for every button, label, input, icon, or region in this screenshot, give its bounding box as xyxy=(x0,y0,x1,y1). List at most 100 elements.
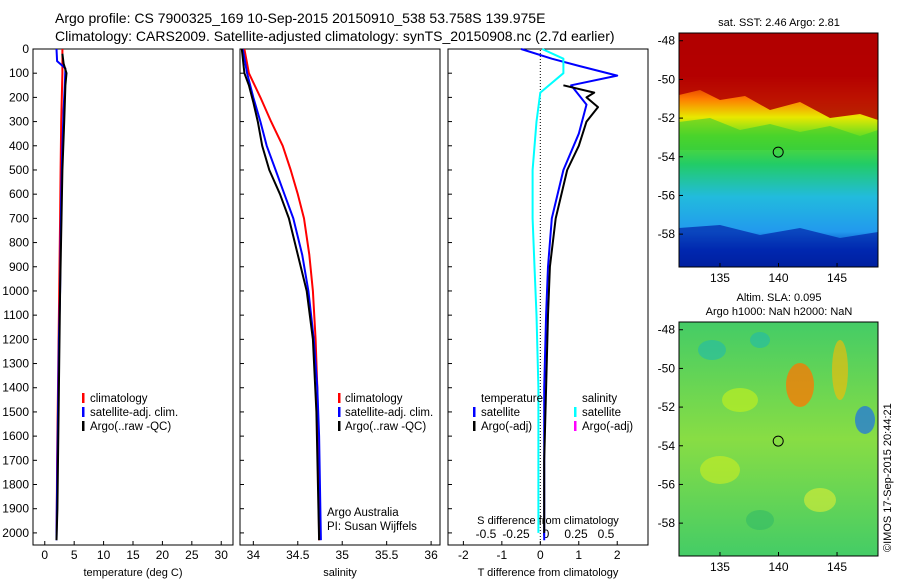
depth-tick-label: 1800 xyxy=(2,478,29,492)
depth-tick-label: 1400 xyxy=(2,381,29,395)
salinity-tick-label: 34.5 xyxy=(286,548,310,562)
difference-legend: temperature satellite Argo(-adj) salinit… xyxy=(473,393,633,433)
depth-tick-label: 1100 xyxy=(3,308,29,322)
legend-satellite: satellite-adj. clim. xyxy=(90,407,178,419)
temperature-profiles xyxy=(55,48,68,541)
sst-map-panel: sat. SST: 2.46 Argo: 2.81 135 140 145 -48 -5… xyxy=(658,17,879,285)
difference-profiles xyxy=(520,48,619,541)
depth-tick-label: 1500 xyxy=(2,405,29,419)
depth-tick-label: 800 xyxy=(9,236,29,250)
t-difference-tick-label: -1 xyxy=(497,548,508,562)
temperature-tick-label: 30 xyxy=(215,548,229,562)
sst-front-region xyxy=(679,118,878,150)
sla-map-tick-labels: 135 140 145 -48 -50 -52 -54 -56 -58 xyxy=(658,323,848,574)
longitude-tick-label: 145 xyxy=(827,560,847,574)
temperature-legend: climatology satellite-adj. clim. Argo(..… xyxy=(82,393,178,433)
sst-warm-region xyxy=(679,33,878,120)
depth-tick-label: 1600 xyxy=(2,429,29,443)
salinity-plot-frame xyxy=(239,48,441,546)
latitude-tick-label: -56 xyxy=(658,188,676,202)
longitude-tick-label: 135 xyxy=(710,271,730,285)
legend-argo: Argo(..raw -QC) xyxy=(345,421,426,433)
temperature-tick-label: 0 xyxy=(41,548,48,562)
t-difference-tick-label: 2 xyxy=(614,548,621,562)
legend-t-argo: Argo(-adj) xyxy=(481,421,532,433)
latitude-tick-label: -58 xyxy=(658,227,676,241)
t-difference-axis-label: T difference from climatology xyxy=(478,567,619,579)
latitude-tick-label: -48 xyxy=(658,34,676,48)
sla-anomaly-low xyxy=(750,332,770,348)
legend-swatch-climatology xyxy=(82,393,85,403)
longitude-tick-label: 140 xyxy=(768,560,788,574)
legend-climatology: climatology xyxy=(90,393,148,405)
temperature-tick-label: 25 xyxy=(185,548,199,562)
latitude-tick-label: -48 xyxy=(658,323,676,337)
salinity-panel: 34 34.5 35 35.5 36 salinity climatology sate… xyxy=(239,48,441,579)
depth-tick-label: 300 xyxy=(9,115,29,129)
series-argo-raw-qc xyxy=(55,53,68,541)
temperature-panel: 0100200300400500600700800900100011001200… xyxy=(2,42,452,579)
longitude-tick-label: 140 xyxy=(768,271,788,285)
t-difference-tick-label: -2 xyxy=(458,548,469,562)
salinity-legend: climatology satellite-adj. clim. Argo(..… xyxy=(338,393,433,433)
s-difference-tick-label: -0.5 xyxy=(476,527,497,541)
temperature-tick-label: 20 xyxy=(156,548,170,562)
legend-climatology: climatology xyxy=(345,393,403,405)
sla-anomaly-low xyxy=(746,510,774,530)
legend-swatch-s-argo xyxy=(574,421,577,431)
annotation-pi: PI: Susan Wijffels xyxy=(327,521,417,533)
series-argo-raw-qc xyxy=(240,48,321,541)
sst-map-image xyxy=(679,33,878,267)
imos-credit: ©IMOS 17-Sep-2015 20:44:21 xyxy=(882,403,894,552)
sla-map-image xyxy=(679,322,878,556)
depth-tick-label: 600 xyxy=(9,187,29,201)
sla-anomaly-mid xyxy=(700,456,740,484)
difference-plot-frame xyxy=(447,48,649,546)
depth-tick-label: 1200 xyxy=(2,332,29,346)
depth-tick-labels: 0 100 200 300 400 500 600 700 800 900 1000 1100 1200… xyxy=(2,42,452,540)
legend-swatch-satellite xyxy=(82,407,85,417)
s-difference-tick-label: 0.25 xyxy=(564,527,588,541)
depth-tick-label: 2000 xyxy=(2,526,29,540)
annotation-argo-australia: Argo Australia xyxy=(327,507,399,519)
series-argo-adj xyxy=(543,84,599,533)
legend-temperature-heading: temperature xyxy=(481,393,543,405)
legend-argo: Argo(..raw -QC) xyxy=(90,421,171,433)
depth-tick-label: 1700 xyxy=(2,453,29,467)
latitude-tick-label: -54 xyxy=(658,439,676,453)
sst-map-title: sat. SST: 2.46 Argo: 2.81 xyxy=(718,17,840,29)
header-line-1: Argo profile: CS 7900325_169 10-Sep-2015… xyxy=(55,10,545,26)
depth-tick-label: 0 xyxy=(22,42,29,56)
difference-tick-labels: -2 -1 0 1 2 -0.5 -0.25 0 0.25 0.5 xyxy=(458,527,621,562)
salinity-axis-label: salinity xyxy=(323,567,357,579)
s-difference-axis-label: S difference from climatology xyxy=(477,515,619,527)
legend-swatch-s-satellite xyxy=(574,407,577,417)
longitude-tick-label: 145 xyxy=(827,271,847,285)
sla-map-subtitle: Argo h1000: NaN h2000: NaN xyxy=(706,306,853,318)
latitude-tick-label: -58 xyxy=(658,516,676,530)
latitude-tick-label: -54 xyxy=(658,150,676,164)
sst-cold-region xyxy=(679,225,878,267)
sla-anomaly-mid xyxy=(804,488,836,512)
legend-swatch-argo xyxy=(338,421,341,431)
depth-tick-label: 1900 xyxy=(2,502,29,516)
s-difference-tick-label: -0.25 xyxy=(502,527,530,541)
sla-map-title: Altim. SLA: 0.095 xyxy=(737,292,822,304)
temperature-tick-label: 5 xyxy=(71,548,78,562)
series-satellite xyxy=(520,48,619,541)
legend-swatch-climatology xyxy=(338,393,341,403)
depth-tick-label: 200 xyxy=(9,90,29,104)
depth-tick-label: 500 xyxy=(9,163,29,177)
s-difference-tick-label: 0.5 xyxy=(598,527,615,541)
salinity-profiles xyxy=(240,48,322,541)
legend-satellite: satellite-adj. clim. xyxy=(345,407,433,419)
argo-position-marker xyxy=(772,435,784,447)
legend-swatch-t-argo xyxy=(473,421,476,431)
salinity-tick-label: 35.5 xyxy=(375,548,399,562)
depth-tick-label: 100 xyxy=(9,66,29,80)
legend-salinity-heading: salinity xyxy=(582,393,617,405)
sla-anomaly-high xyxy=(786,363,814,407)
legend-swatch-t-satellite xyxy=(473,407,476,417)
sst-map-tick-labels: 135 140 145 -48 -50 -52 -54 -56 -58 xyxy=(658,34,848,285)
legend-s-argo: Argo(-adj) xyxy=(582,421,633,433)
